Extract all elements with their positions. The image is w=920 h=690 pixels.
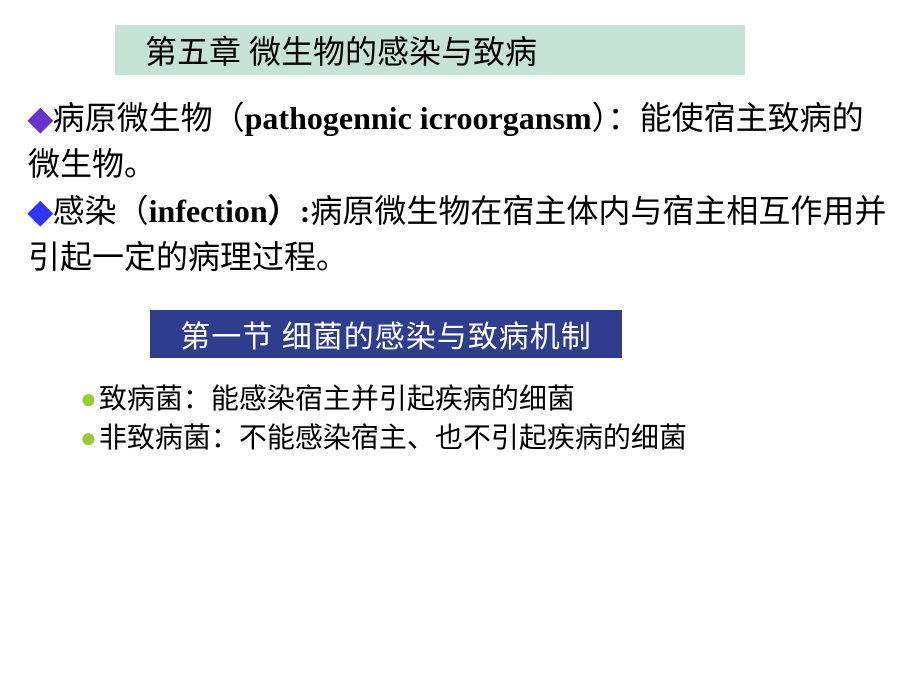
definition-term-2: 感染（ — [53, 193, 149, 229]
circle-bullet-icon: ● — [80, 380, 97, 419]
chapter-title: 第五章 微生物的感染与致病 — [145, 27, 537, 73]
bullet-item-1: ● 致病菌：能感染宿主并引起疾病的细菌 — [80, 380, 880, 419]
diamond-bullet-icon: ◆ — [28, 100, 53, 136]
chapter-title-box: 第五章 微生物的感染与致病 — [115, 25, 745, 75]
diamond-bullet-icon: ◆ — [28, 193, 53, 229]
bullet-text-1: 致病菌：能感染宿主并引起疾病的细菌 — [99, 380, 575, 419]
definition-suffix-1: ）： — [592, 100, 640, 136]
definition-suffix-2: ）: — [268, 193, 311, 229]
bullet-list: ● 致病菌：能感染宿主并引起疾病的细菌 ● 非致病菌：不能感染宿主、也不引起疾病… — [80, 380, 880, 458]
definition-term-1: 病原微生物（ — [53, 100, 245, 136]
section-title: 第一节 细菌的感染与致病机制 — [180, 312, 592, 356]
section-title-box: 第一节 细菌的感染与致病机制 — [150, 310, 622, 358]
definition-item-1: ◆病原微生物（pathogennic icroorgansm）：能使宿主致病的微… — [28, 95, 888, 188]
definitions-block: ◆病原微生物（pathogennic icroorgansm）：能使宿主致病的微… — [28, 95, 888, 281]
circle-bullet-icon: ● — [80, 419, 97, 458]
definition-english-1: pathogennic icroorgansm — [245, 100, 592, 136]
definition-item-2: ◆感染（infection）:病原微生物在宿主体内与宿主相互作用并引起一定的病理… — [28, 188, 888, 281]
bullet-text-2: 非致病菌：不能感染宿主、也不引起疾病的细菌 — [99, 419, 687, 458]
definition-english-2: infection — [149, 193, 268, 229]
bullet-item-2: ● 非致病菌：不能感染宿主、也不引起疾病的细菌 — [80, 419, 880, 458]
